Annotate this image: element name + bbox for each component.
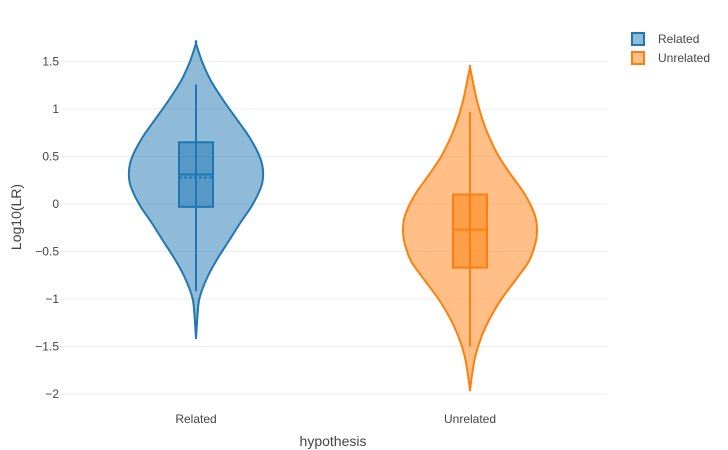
violins <box>127 40 539 392</box>
legend-label: Unrelated <box>658 51 710 65</box>
legend-item-unrelated[interactable]: Unrelated <box>631 51 710 65</box>
y-axis-title: Log10(LR) <box>8 184 24 250</box>
y-tick-label: −1 <box>45 292 59 306</box>
y-tick-label: 1 <box>52 102 59 116</box>
y-tick-label: 0.5 <box>42 150 59 164</box>
y-tick-label: −0.5 <box>35 245 59 259</box>
x-axis-title: hypothesis <box>300 433 367 449</box>
legend-label: Related <box>658 32 699 46</box>
y-tick-labels: 1.5 1 0.5 0 −0.5 −1 −1.5 −2 <box>35 55 59 402</box>
y-tick-label: −1.5 <box>35 340 59 354</box>
legend[interactable]: Related Unrelated <box>631 32 710 65</box>
x-tick-label: Unrelated <box>444 412 496 426</box>
violin-unrelated[interactable] <box>401 64 539 392</box>
y-tick-label: −2 <box>45 387 59 401</box>
x-tick-label: Related <box>175 412 216 426</box>
legend-item-related[interactable]: Related <box>631 32 699 46</box>
legend-swatch <box>631 51 645 65</box>
x-tick-labels: Related Unrelated <box>175 412 496 426</box>
legend-swatch <box>631 32 645 46</box>
violin-related[interactable] <box>127 40 265 339</box>
box <box>452 193 488 269</box>
y-tick-label: 1.5 <box>42 55 59 69</box>
y-tick-label: 0 <box>52 197 59 211</box>
